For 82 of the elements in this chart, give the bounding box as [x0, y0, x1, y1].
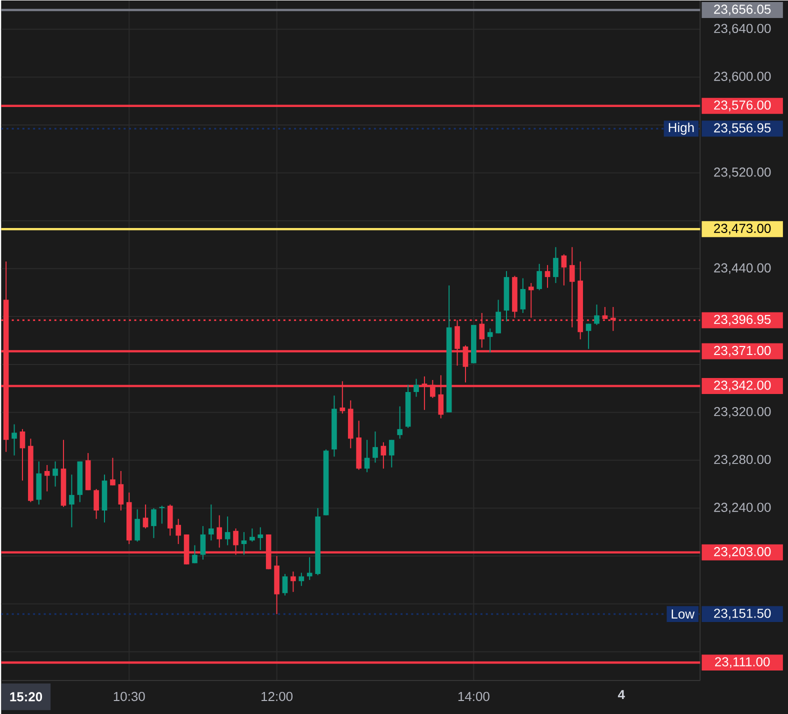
candlestick	[192, 544, 198, 564]
candlestick	[364, 439, 370, 472]
candlestick	[553, 246, 558, 284]
candlestick	[241, 531, 247, 556]
y-tick-label: 23,440.00	[714, 263, 771, 274]
candlestick	[471, 324, 476, 364]
candlestick	[274, 555, 280, 614]
candlestick	[224, 516, 230, 546]
candlestick	[176, 518, 182, 544]
annotation: Low	[672, 609, 695, 618]
y-tick-label: 23,600.00	[714, 72, 771, 82]
candlestick	[167, 504, 173, 536]
candlestick	[85, 452, 91, 490]
y-tick-label: 23,280.00	[714, 454, 771, 466]
candlestick	[69, 474, 74, 528]
candlestick	[306, 556, 312, 580]
x-tick-label: 14:00	[458, 692, 490, 701]
ref-line-label: 23,396.95	[714, 314, 771, 326]
candlestick	[496, 299, 501, 334]
candlestick	[282, 573, 288, 596]
ref-line-label: 23,556.95	[714, 123, 771, 134]
candlestick	[216, 514, 222, 548]
candlestick	[414, 378, 419, 398]
candlestick	[528, 282, 534, 318]
x-tick-label: 10:30	[114, 692, 145, 701]
candlestick	[504, 270, 510, 322]
ref-line-label: 23,371.00	[714, 346, 771, 356]
candlestick	[544, 264, 550, 288]
candlestick	[446, 284, 452, 413]
candlestick	[142, 504, 148, 529]
candlestick	[536, 263, 542, 290]
x-tick-label: 12:00	[262, 692, 293, 701]
y-tick-label: 23,640.00	[714, 24, 771, 34]
candlestick	[134, 508, 140, 542]
candlestick	[52, 460, 58, 487]
ref-line-label: 23,473.00	[714, 224, 771, 234]
ref-line-label: 23,111.00	[715, 656, 770, 668]
candlestick	[323, 448, 329, 516]
candlestick	[36, 460, 42, 505]
candlestick	[487, 328, 493, 353]
candlestick	[561, 254, 567, 286]
candlestick	[315, 507, 320, 576]
candlestick	[290, 570, 296, 592]
candlestick	[298, 572, 304, 586]
candlestick	[118, 470, 124, 511]
ref-line-label: 23,151.50	[714, 608, 771, 620]
ref-line-label: 23,576.00	[714, 100, 771, 111]
candlestick	[258, 526, 264, 550]
candlestick	[126, 492, 132, 544]
candlestick	[94, 488, 99, 520]
candlestick	[102, 474, 108, 523]
candlestick	[520, 278, 526, 314]
y-tick-label: 23,320.00	[714, 406, 771, 418]
candlestick	[110, 457, 116, 486]
candlestick	[250, 528, 255, 542]
candlestick	[44, 464, 50, 492]
annotation: High	[668, 122, 694, 134]
candlestick	[380, 442, 386, 469]
candlestick	[388, 439, 394, 468]
ref-line-label: 23,203.00	[714, 546, 771, 558]
candlestick	[208, 504, 214, 541]
candlestick	[77, 460, 83, 502]
candlestick	[356, 420, 362, 470]
candlestick	[12, 424, 17, 456]
candlestick	[397, 406, 403, 439]
candlestick	[60, 439, 66, 508]
y-tick-label: 23,240.00	[714, 502, 771, 514]
candlestick	[20, 428, 26, 481]
ref-line-label: 23,656.05	[714, 4, 771, 16]
text: 15:20	[10, 692, 42, 702]
candlestick	[348, 400, 354, 449]
text: 4	[618, 690, 625, 699]
candlestick	[586, 323, 592, 350]
candlestick	[151, 507, 156, 538]
candlestick	[594, 304, 600, 326]
ref-line-label: 23,342.00	[714, 380, 771, 392]
candlestick	[372, 430, 378, 463]
candlestick	[200, 525, 206, 560]
candlestick	[405, 384, 411, 428]
candlestick	[28, 438, 34, 502]
candlestick	[332, 394, 337, 457]
y-tick-label: 23,520.00	[714, 167, 771, 178]
